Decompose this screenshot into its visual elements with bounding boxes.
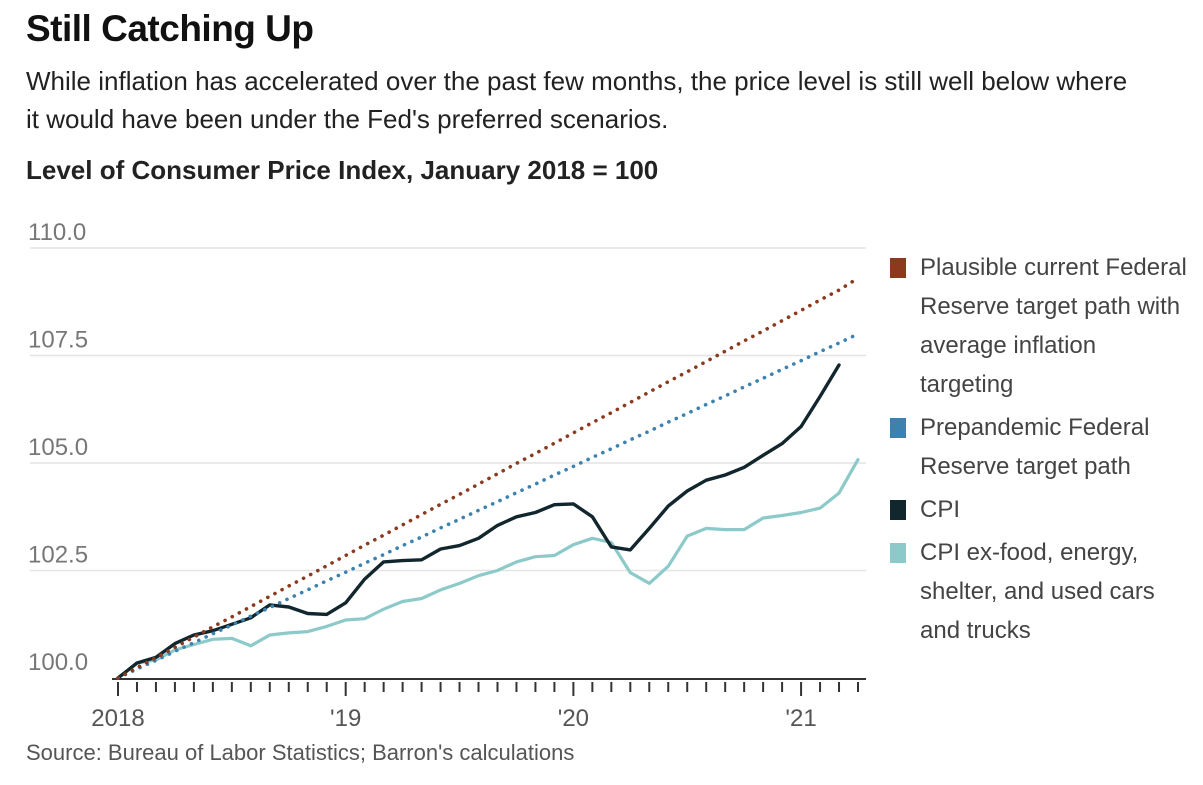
y-tick-label: 105.0 [28, 434, 88, 461]
chart-subtitle: While inflation has accelerated over the… [26, 66, 1128, 134]
y-tick-label: 110.0 [28, 219, 86, 246]
legend-swatch [890, 543, 906, 563]
legend-label: CPI [920, 496, 961, 523]
legend-item: Plausible current Federal Reserve target… [890, 248, 1190, 404]
legend-label: Prepandemic Federal Reserve target path [920, 414, 1150, 480]
series-line [116, 276, 860, 680]
x-tick-label: '21 [785, 705, 816, 732]
legend-swatch [890, 258, 906, 278]
source-note: Source: Bureau of Labor Statistics; Barr… [26, 740, 575, 765]
legend-swatch [890, 500, 906, 520]
series-line [116, 458, 860, 680]
legend-item: CPI ex-food, energy, shelter, and used c… [890, 533, 1190, 650]
series-line [116, 363, 841, 680]
legend-swatch [890, 418, 906, 438]
y-tick-label: 100.0 [28, 649, 88, 676]
legend-item: CPI [890, 490, 1190, 529]
x-tick-label: 2018 [91, 705, 144, 732]
series-line [116, 332, 860, 680]
chart-legend: Plausible current Federal Reserve target… [890, 248, 1190, 654]
chart-title-main: Still Catching Up [26, 8, 314, 49]
legend-item: Prepandemic Federal Reserve target path [890, 408, 1190, 486]
y-tick-label: 102.5 [28, 542, 88, 569]
x-tick-label: '19 [330, 705, 361, 732]
x-tick-label: '20 [558, 705, 589, 732]
chart-heading: Level of Consumer Price Index, January 2… [26, 155, 659, 185]
legend-label: Plausible current Federal Reserve target… [920, 254, 1187, 398]
y-tick-label: 107.5 [28, 327, 88, 354]
legend-label: CPI ex-food, energy, shelter, and used c… [920, 539, 1155, 644]
